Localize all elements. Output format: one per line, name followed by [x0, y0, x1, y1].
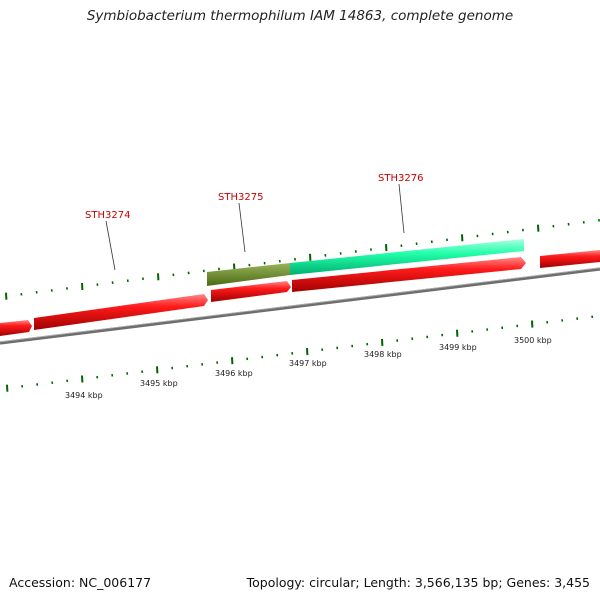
gene-sth3276[interactable] [290, 239, 524, 275]
gene-arrow[interactable] [211, 281, 291, 302]
gene-arrow[interactable] [540, 250, 600, 268]
gene-arrow[interactable] [0, 320, 32, 336]
genome-title: Symbiobacterium thermophilum IAM 14863, … [86, 8, 514, 24]
genome-summary-text: Topology: circular; Length: 3,566,135 bp… [246, 575, 590, 590]
scale-label: 3499 kbp [439, 343, 477, 352]
upper-tick-track [5, 219, 600, 300]
gene-label-leader [238, 202, 246, 253]
scale-label: 3500 kbp [514, 336, 552, 345]
scale-label: 3495 kbp [140, 379, 178, 388]
gene-label-leader [105, 220, 116, 271]
scale-label: 3496 kbp [215, 369, 253, 378]
scale-label: 3497 kbp [289, 359, 327, 368]
scale-label: 3494 kbp [65, 391, 103, 400]
gene-label-leader [398, 183, 405, 234]
genome-backbone [0, 267, 600, 345]
scale-tick-track [6, 315, 594, 392]
gene-arrow[interactable] [34, 294, 208, 330]
gene-arrow[interactable] [292, 257, 526, 292]
accession-text: Accession: NC_006177 [9, 575, 152, 590]
forward-strand-genes[interactable] [0, 250, 600, 336]
gene-label-sth3276: STH3276 [378, 173, 423, 184]
gene-sth3275[interactable] [207, 263, 290, 286]
scale-label: 3498 kbp [364, 350, 402, 359]
gene-label-sth3275: STH3275 [218, 192, 263, 203]
genome-backbone-highlight [0, 267, 600, 343]
gene-label-sth3274: STH3274 [85, 210, 130, 221]
